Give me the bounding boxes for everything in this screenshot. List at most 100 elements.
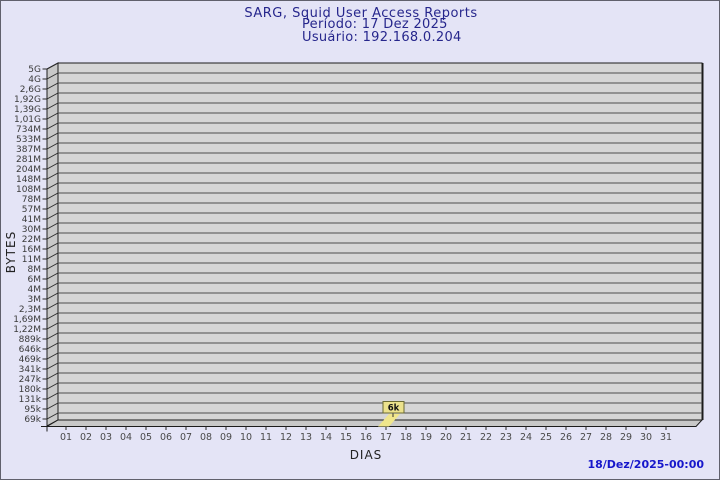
- y-tick-label: 8M: [28, 265, 42, 275]
- y-tick-label: 646k: [19, 345, 42, 355]
- wall-diagonal: [46, 312, 59, 320]
- wall-diagonal: [46, 282, 59, 290]
- x-tick-label: 27: [580, 432, 592, 443]
- chart-left-wall: [46, 62, 59, 427]
- x-tick-label: 03: [100, 432, 112, 443]
- x-tick-label: 07: [180, 432, 192, 443]
- y-tick-label: 281M: [16, 155, 41, 165]
- x-tick-label: 31: [660, 432, 672, 443]
- x-tick-label: 08: [200, 432, 212, 443]
- y-tick-label: 2,3M: [19, 305, 41, 315]
- y-tick-label: 3M: [28, 295, 42, 305]
- wall-diagonal: [46, 382, 59, 390]
- y-tick-label: 734M: [16, 125, 41, 135]
- x-tick-label: 30: [640, 432, 652, 443]
- y-tick-label: 30M: [22, 225, 41, 235]
- x-tick-label: 26: [560, 432, 572, 443]
- y-tick-label: 1,22M: [13, 325, 41, 335]
- y-tick-label: 1,92G: [14, 95, 41, 105]
- x-tick-label: 02: [80, 432, 92, 443]
- wall-diagonal: [46, 142, 59, 150]
- y-tick-label: 889k: [19, 335, 42, 345]
- y-tick-label: 180k: [19, 385, 42, 395]
- x-tick-label: 22: [480, 432, 492, 443]
- wall-diagonal: [46, 202, 59, 210]
- wall-diagonal: [46, 62, 59, 70]
- wall-diagonal: [46, 272, 59, 280]
- y-tick-label: 69k: [24, 415, 41, 425]
- wall-diagonal: [46, 122, 59, 130]
- wall-diagonal: [46, 292, 59, 300]
- y-tick-label: 5G: [28, 65, 41, 75]
- x-tick-label: 01: [60, 432, 72, 443]
- y-tick-label: 341k: [19, 365, 42, 375]
- chart-floor: [45, 419, 704, 427]
- report-title: SARG, Squid User Access Reports: [244, 6, 478, 21]
- bar-value-label: 6k: [388, 404, 400, 414]
- x-tick-label: 23: [500, 432, 512, 443]
- wall-diagonal: [46, 362, 59, 370]
- wall-diagonal: [46, 302, 59, 310]
- x-tick-label: 24: [520, 432, 532, 443]
- wall-diagonal: [46, 322, 59, 330]
- report-subtitle: Período: 17 Dez 2025 Usuário: 192.168.0.…: [302, 17, 462, 45]
- wall-diagonal: [46, 372, 59, 380]
- wall-diagonal: [46, 172, 59, 180]
- x-tick-label: 16: [360, 432, 372, 443]
- y-tick-label: 148M: [16, 175, 41, 185]
- y-tick-label: 108M: [16, 185, 41, 195]
- x-tick-label: 10: [240, 432, 252, 443]
- y-tick-label: 387M: [16, 145, 41, 155]
- wall-diagonal: [46, 132, 59, 140]
- wall-diagonal: [46, 242, 59, 250]
- wall-diagonal: [46, 392, 59, 400]
- y-tick-label: 22M: [22, 235, 41, 245]
- bar-day-17: [378, 414, 400, 427]
- y-tick-label: 131k: [19, 395, 42, 405]
- wall-diagonal: [46, 252, 59, 260]
- wall-diagonal: [46, 92, 59, 100]
- report-period: Período: 17 Dez 2025: [302, 17, 448, 32]
- y-tick-label: 1,01G: [14, 115, 41, 125]
- wall-diagonal: [46, 82, 59, 90]
- x-tick-label: 09: [220, 432, 232, 443]
- wall-diagonal: [46, 72, 59, 80]
- bar-value-flag: [382, 401, 405, 414]
- plot-area: [57, 62, 703, 421]
- x-tick-label: 21: [460, 432, 472, 443]
- x-tick-label: 15: [340, 432, 352, 443]
- wall-diagonal: [46, 332, 59, 340]
- wall-diagonal: [46, 102, 59, 110]
- y-tick-label: 1,69M: [13, 315, 41, 325]
- x-tick-label: 19: [420, 432, 432, 443]
- y-tick-label: 469k: [19, 355, 42, 365]
- wall-diagonal: [46, 222, 59, 230]
- generated-timestamp: 18/Dez/2025-00:00: [587, 458, 704, 471]
- y-tick-label: 204M: [16, 165, 41, 175]
- x-tick-label: 06: [160, 432, 172, 443]
- wall-diagonal: [46, 412, 59, 420]
- y-tick-label: 1,39G: [14, 105, 41, 115]
- y-tick-label: 6M: [28, 275, 42, 285]
- wall-diagonal: [46, 152, 59, 160]
- x-tick-label: 28: [600, 432, 612, 443]
- y-tick-label: 95k: [24, 405, 41, 415]
- wall-diagonal: [46, 192, 59, 200]
- y-tick-label: 41M: [22, 215, 41, 225]
- y-tick-label: 16M: [22, 245, 41, 255]
- y-tick-label: 11M: [22, 255, 41, 265]
- wall-diagonal: [46, 162, 59, 170]
- x-tick-label: 20: [440, 432, 452, 443]
- x-tick-label: 05: [140, 432, 152, 443]
- report-user: Usuário: 192.168.0.204: [302, 29, 462, 45]
- wall-diagonal: [46, 402, 59, 410]
- x-tick-label: 29: [620, 432, 632, 443]
- y-tick-label: 78M: [22, 195, 41, 205]
- y-tick-label: 57M: [22, 205, 41, 215]
- wall-diagonal: [46, 262, 59, 270]
- x-tick-label: 11: [260, 432, 272, 443]
- y-tick-label: 4M: [28, 285, 42, 295]
- x-tick-label: 12: [280, 432, 292, 443]
- y-tick-label: 4G: [28, 75, 41, 85]
